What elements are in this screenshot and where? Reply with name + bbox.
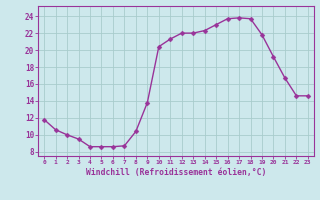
X-axis label: Windchill (Refroidissement éolien,°C): Windchill (Refroidissement éolien,°C) — [86, 168, 266, 177]
